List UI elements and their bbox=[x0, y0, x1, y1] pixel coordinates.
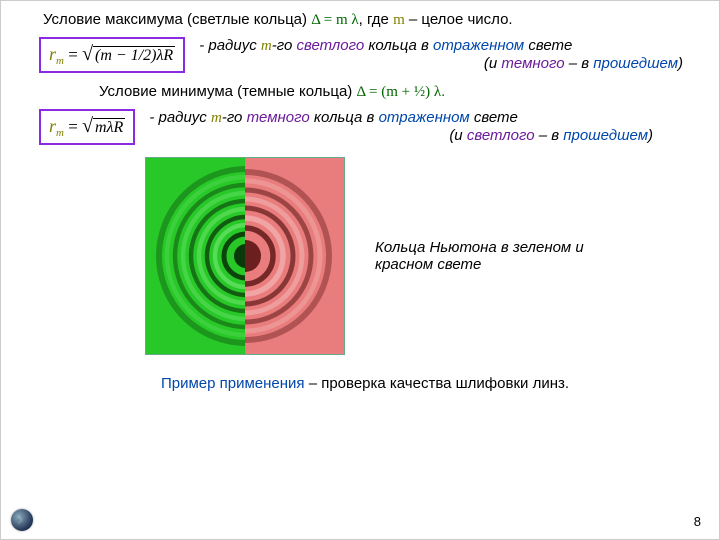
bottom-line: Пример применения – проверка качества шл… bbox=[39, 375, 691, 392]
f1-eq: = bbox=[64, 45, 82, 64]
bottom-lead: Пример применения bbox=[161, 375, 305, 392]
max-condition-line: Условие максимума (светлые кольца) Δ = m… bbox=[43, 11, 691, 29]
red-rings-svg bbox=[245, 158, 344, 354]
bottom-rest: – проверка качества шлифовки линз. bbox=[305, 375, 570, 392]
min-condition-line: Условие минимума (темные кольца) Δ = (m … bbox=[99, 83, 691, 101]
max-prefix: Условие максимума (светлые кольца) bbox=[43, 11, 311, 28]
f2-sub: m bbox=[56, 127, 64, 139]
f2-r: r bbox=[49, 116, 56, 136]
desc2-line2: (и светлого – в прошедшем) bbox=[149, 127, 691, 144]
min-prefix: Условие минимума (темные кольца) bbox=[99, 83, 356, 100]
formula1-row: rm = √(m − 1/2)λR - радиус m-го светлого… bbox=[39, 37, 691, 73]
f1-sub: m bbox=[56, 55, 64, 67]
max-mid: , где bbox=[359, 11, 393, 28]
desc1-line1: - радиус m-го светлого кольца в отраженн… bbox=[199, 37, 691, 55]
formula1-box: rm = √(m − 1/2)λR bbox=[39, 37, 185, 73]
figure-caption: Кольца Ньютона в зеленом и красном свете bbox=[375, 239, 585, 273]
f1-body: (m − 1/2)λR bbox=[93, 46, 175, 64]
min-formula: Δ = (m + ½) λ bbox=[356, 84, 441, 100]
green-half bbox=[146, 158, 245, 354]
f2-eq: = bbox=[64, 117, 82, 136]
figure-row: Кольца Ньютона в зеленом и красном свете bbox=[39, 157, 691, 355]
red-half bbox=[245, 158, 344, 354]
max-suffix: – целое число. bbox=[405, 11, 513, 28]
min-dot: . bbox=[441, 83, 445, 100]
corner-star-icon bbox=[11, 509, 33, 531]
page-number: 8 bbox=[694, 514, 701, 529]
desc2-line1: - радиус m-го темного кольца в отраженно… bbox=[149, 109, 691, 127]
green-rings-svg bbox=[146, 158, 245, 354]
desc2: - радиус m-го темного кольца в отраженно… bbox=[149, 109, 691, 144]
desc1: - радиус m-го светлого кольца в отраженн… bbox=[199, 37, 691, 72]
max-formula: Δ = m λ bbox=[311, 12, 358, 28]
f2-sqrt: √mλR bbox=[82, 115, 125, 138]
newton-rings-figure bbox=[145, 157, 345, 355]
f1-r: r bbox=[49, 44, 56, 64]
max-m: m bbox=[393, 12, 405, 28]
formula2-box: rm = √mλR bbox=[39, 109, 135, 145]
f2-body: mλR bbox=[93, 118, 125, 136]
f1-sqrt: √(m − 1/2)λR bbox=[82, 43, 175, 66]
formula2-row: rm = √mλR - радиус m-го темного кольца в… bbox=[39, 109, 691, 145]
desc1-line2: (и темного – в прошедшем) bbox=[199, 55, 691, 72]
slide: Условие максимума (светлые кольца) Δ = m… bbox=[0, 0, 720, 540]
